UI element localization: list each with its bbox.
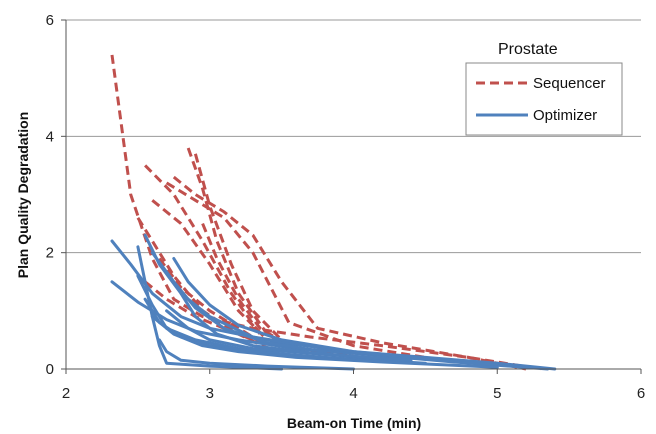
- x-axis-label: Beam-on Time (min): [287, 415, 421, 431]
- optimizer-series-21: [157, 338, 355, 371]
- x-tick-label-2: 2: [62, 385, 70, 402]
- sequencer-series-4: [144, 164, 262, 335]
- sequencer-series-0: [110, 54, 541, 371]
- axes: [61, 19, 642, 374]
- legend-title: Prostate: [498, 41, 558, 58]
- legend-label-sequencer: Sequencer: [533, 75, 606, 92]
- sequencer-series-6: [165, 181, 426, 359]
- x-tick-label-5: 5: [493, 385, 501, 402]
- optimizer-series-14: [150, 251, 327, 354]
- sequencer-series-9: [201, 223, 290, 347]
- optimizer-series-17: [136, 245, 284, 371]
- optimizer-series-15: [172, 257, 442, 362]
- legend: Prostate Sequencer Optimizer: [465, 41, 623, 136]
- legend-box: [465, 62, 623, 136]
- optimizer-series-19: [150, 315, 499, 369]
- optimizer-series-22: [179, 291, 384, 360]
- y-tick-label-6: 6: [46, 12, 54, 29]
- series-lines: [110, 54, 557, 371]
- y-tick-label-4: 4: [46, 128, 54, 145]
- y-tick-label-0: 0: [46, 361, 54, 378]
- x-tick-label-6: 6: [637, 385, 645, 402]
- x-tick-label-4: 4: [349, 385, 357, 402]
- y-axis-label: Plan Quality Degradation: [15, 112, 31, 278]
- sequencer-series-2: [193, 153, 283, 341]
- sequencer-series-5: [151, 199, 269, 341]
- x-tick-label-3: 3: [206, 385, 214, 402]
- gridlines: [66, 19, 641, 254]
- y-tick-label-2: 2: [46, 245, 54, 262]
- sequencer-series-3: [172, 175, 527, 371]
- sequencer-series-1: [186, 147, 297, 353]
- legend-label-optimizer: Optimizer: [533, 107, 597, 124]
